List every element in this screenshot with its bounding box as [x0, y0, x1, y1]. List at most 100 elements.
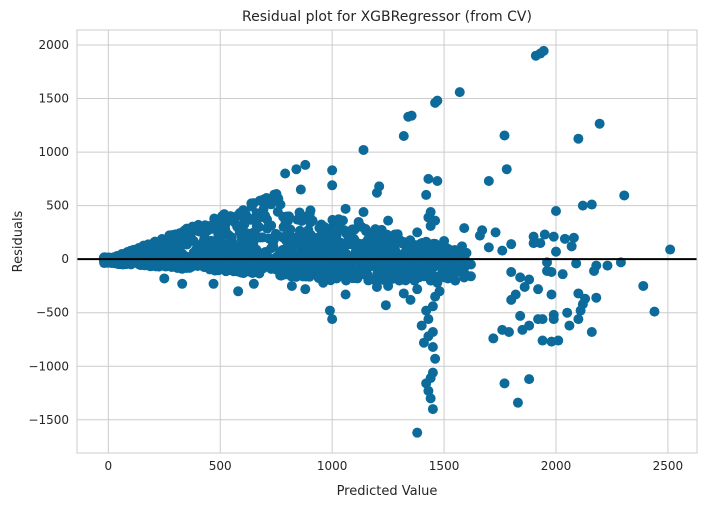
- residual-point: [350, 265, 361, 276]
- y-tick-label: 1000: [38, 145, 69, 159]
- residual-point: [377, 267, 388, 278]
- residual-point: [240, 208, 251, 219]
- residual-point: [427, 367, 438, 378]
- residual-point: [594, 118, 605, 129]
- residual-point: [327, 180, 338, 191]
- residual-point: [249, 246, 260, 257]
- residual-point: [515, 310, 526, 321]
- residual-point: [452, 265, 463, 276]
- residual-point: [363, 275, 374, 286]
- residual-point: [313, 233, 324, 244]
- residual-point: [258, 211, 269, 222]
- residual-point: [537, 335, 548, 346]
- residual-point: [159, 273, 170, 284]
- y-axis-title: Residuals: [11, 210, 26, 272]
- residual-point: [649, 306, 660, 317]
- residual-point: [371, 282, 382, 293]
- residual-point: [483, 242, 494, 253]
- residual-point: [533, 284, 544, 295]
- residual-point: [291, 255, 302, 266]
- residual-point: [403, 111, 414, 122]
- residual-point: [528, 238, 539, 249]
- residual-point: [497, 245, 508, 256]
- residual-point: [331, 273, 342, 284]
- residual-point: [436, 246, 447, 257]
- residual-point: [193, 226, 204, 237]
- residual-point: [301, 255, 312, 266]
- x-tick-label: 500: [209, 459, 232, 473]
- residual-point: [268, 235, 279, 246]
- y-tick-label: −500: [36, 306, 69, 320]
- residual-point: [333, 216, 344, 227]
- residual-point: [538, 45, 549, 56]
- residual-point: [577, 200, 588, 211]
- y-tick-label: 2000: [38, 38, 69, 52]
- residual-point: [248, 278, 259, 289]
- residual-point: [564, 320, 575, 331]
- residual-point: [168, 235, 179, 246]
- residual-point: [573, 133, 584, 144]
- residual-point: [432, 277, 443, 288]
- residual-point: [412, 284, 423, 295]
- residual-point: [362, 234, 373, 245]
- residual-point: [553, 335, 564, 346]
- residual-point: [246, 201, 257, 212]
- residual-point: [183, 225, 194, 236]
- residual-point: [539, 229, 550, 240]
- residual-point: [340, 203, 351, 214]
- residual-point: [412, 227, 423, 238]
- residual-point: [295, 184, 306, 195]
- residual-point: [432, 175, 443, 186]
- residual-point: [294, 207, 305, 218]
- residual-point: [430, 353, 441, 364]
- residual-point: [412, 427, 423, 438]
- residual-point: [298, 236, 309, 247]
- residual-point: [550, 205, 561, 216]
- residual-point: [546, 267, 557, 278]
- residual-point: [483, 175, 494, 186]
- residual-point: [465, 259, 476, 270]
- residual-point: [416, 320, 427, 331]
- residual-point: [385, 238, 396, 249]
- residual-point: [210, 255, 221, 266]
- residual-point: [390, 255, 401, 266]
- residual-point: [287, 248, 298, 259]
- residual-point: [255, 232, 266, 243]
- residual-point: [291, 164, 302, 175]
- residual-point: [490, 227, 501, 238]
- residual-point: [499, 130, 510, 141]
- residual-point: [524, 374, 535, 385]
- residual-point: [358, 144, 369, 155]
- residual-point: [383, 280, 394, 291]
- residual-point: [398, 131, 409, 142]
- residual-point: [360, 267, 371, 278]
- plot-frame: [76, 29, 698, 454]
- residual-point: [358, 207, 369, 218]
- residual-point: [371, 187, 382, 198]
- residual-point: [371, 242, 382, 253]
- residual-point: [506, 294, 517, 305]
- residual-point: [499, 378, 510, 389]
- residual-point: [546, 289, 557, 300]
- residual-point: [322, 229, 333, 240]
- residual-point: [234, 226, 245, 237]
- residual-point: [291, 271, 302, 282]
- residual-point: [326, 239, 337, 250]
- residual-point: [427, 301, 438, 312]
- residual-point: [519, 282, 530, 293]
- x-tick-labels: 0 500 1000 1500 2000 2500: [105, 459, 684, 473]
- residual-point: [465, 271, 476, 282]
- residual-point: [353, 216, 364, 227]
- residual-point: [619, 190, 630, 201]
- residual-point: [416, 258, 427, 269]
- residual-point: [337, 238, 348, 249]
- residual-point: [548, 314, 559, 325]
- residual-point: [278, 222, 289, 233]
- x-tick-label: 0: [105, 459, 113, 473]
- residual-point: [318, 277, 329, 288]
- residual-point: [456, 241, 467, 252]
- residual-point: [450, 248, 461, 259]
- residual-point: [405, 241, 416, 252]
- residual-point: [284, 211, 295, 222]
- residual-point: [215, 216, 226, 227]
